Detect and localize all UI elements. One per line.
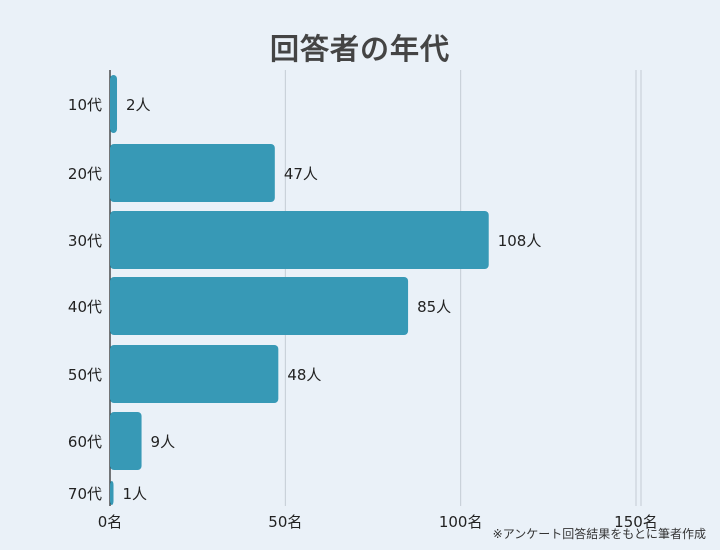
y-tick-label: 50代 [68,366,102,384]
bar [110,211,489,269]
x-tick-label: 150名 [614,513,658,531]
x-tick-label: 50名 [268,513,302,531]
bar [110,412,142,470]
bar [110,144,275,202]
source-note: ※アンケート回答結果をもとに筆者作成 [492,527,706,541]
y-tick-label: 70代 [68,485,102,503]
data-label: 85人 [417,298,451,316]
x-tick-label: 0名 [98,513,123,531]
bar [110,481,114,505]
y-tick-label: 30代 [68,232,102,250]
x-tick-label: 100名 [439,513,483,531]
bar [110,345,279,403]
y-tick-label: 10代 [68,96,102,114]
data-label: 9人 [151,433,176,451]
y-tick-label: 40代 [68,298,102,316]
bar [110,277,409,335]
bar [110,75,118,133]
data-label: 2人 [126,96,151,114]
data-label: 108人 [498,232,542,250]
y-tick-label: 60代 [68,433,102,451]
chart-title: 回答者の年代 [269,32,450,66]
y-tick-label: 20代 [68,165,102,183]
data-label: 48人 [287,366,321,384]
data-label: 1人 [123,485,148,503]
data-label: 47人 [284,165,318,183]
